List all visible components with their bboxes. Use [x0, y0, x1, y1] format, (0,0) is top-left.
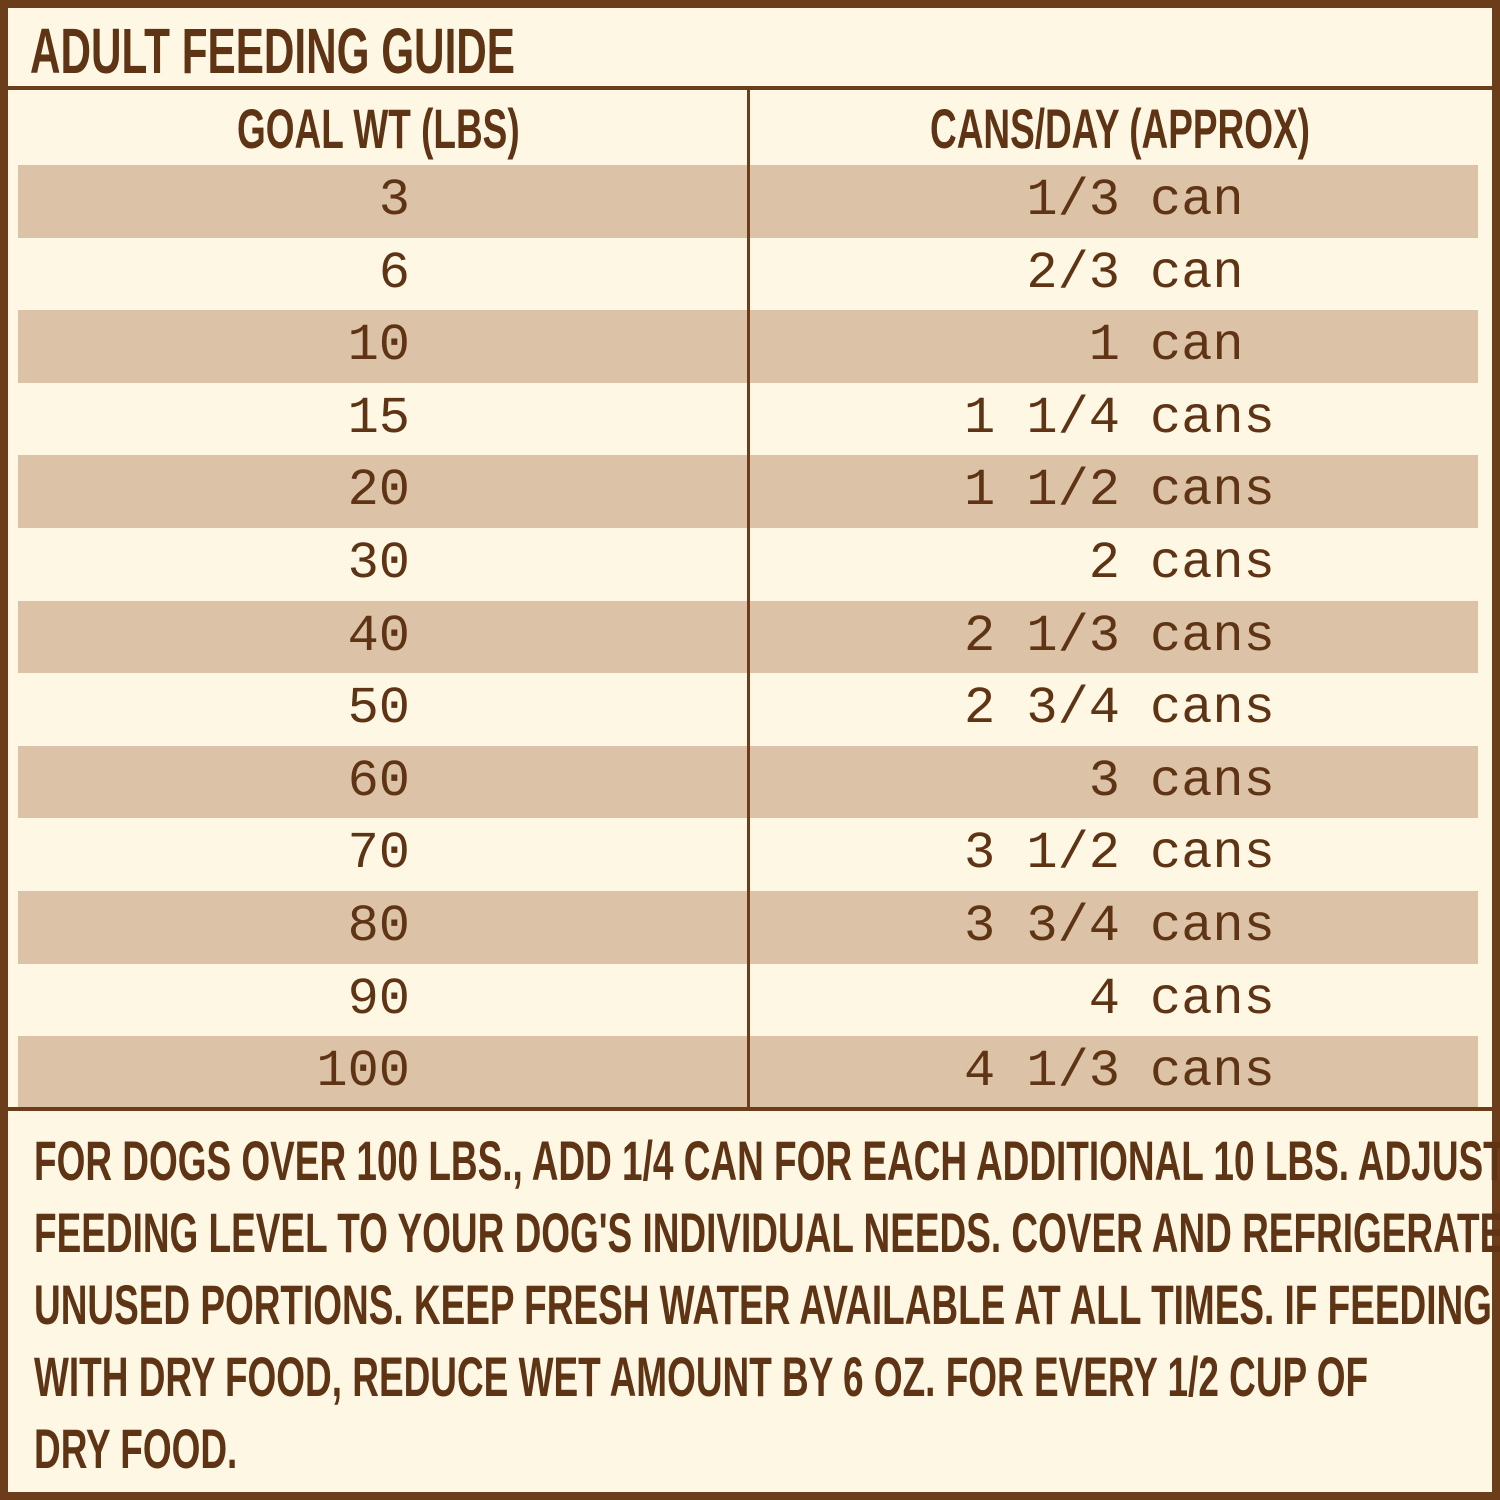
amount: 3 1/2	[963, 824, 1120, 884]
note-line: FEEDING LEVEL TO YOUR DOG'S INDIVIDUAL N…	[34, 1201, 1500, 1264]
weight: 30	[347, 534, 410, 593]
weight: 20	[347, 461, 410, 521]
amount: 1 1/4	[963, 388, 1120, 448]
weight: 10	[347, 316, 410, 376]
title: ADULT FEEDING GUIDE	[30, 15, 515, 87]
weight: 60	[347, 751, 410, 811]
amount: 2	[1088, 534, 1120, 593]
unit: cans	[1150, 388, 1275, 448]
amount: 4	[1088, 969, 1120, 1029]
unit: can	[1150, 171, 1244, 230]
column-header: CANS/DAY (APPROX)	[929, 97, 1310, 160]
unit: cans	[1150, 534, 1275, 593]
weight: 70	[347, 824, 410, 884]
unit: cans	[1150, 606, 1275, 666]
amount: 1	[1088, 316, 1120, 376]
amount: 2 3/4	[963, 679, 1120, 739]
unit: can	[1150, 316, 1244, 376]
amount: 2/3	[1026, 243, 1120, 303]
divider	[8, 1107, 1492, 1111]
amount: 3 3/4	[963, 897, 1120, 956]
unit: cans	[1150, 461, 1275, 521]
unit: cans	[1150, 679, 1275, 739]
column-divider	[747, 90, 750, 1110]
weight: 100	[316, 1042, 410, 1102]
unit: cans	[1150, 897, 1275, 956]
amount: 3	[1088, 751, 1120, 811]
amount: 2 1/3	[963, 606, 1120, 666]
note-line: WITH DRY FOOD, REDUCE WET AMOUNT BY 6 OZ…	[34, 1345, 1369, 1408]
weight: 90	[347, 969, 410, 1029]
column-header: GOAL WT (LBS)	[236, 97, 520, 160]
unit: cans	[1150, 1042, 1275, 1102]
weight: 40	[347, 606, 410, 666]
weight: 15	[347, 388, 410, 448]
unit: cans	[1150, 751, 1275, 811]
weight: 6	[378, 243, 410, 303]
amount: 1/3	[1026, 171, 1120, 230]
divider	[8, 86, 1492, 90]
note-line: UNUSED PORTIONS. KEEP FRESH WATER AVAILA…	[34, 1273, 1492, 1336]
unit: cans	[1150, 824, 1275, 884]
note-line: DRY FOOD.	[34, 1417, 238, 1480]
weight: 50	[347, 679, 410, 739]
weight: 80	[347, 897, 410, 956]
amount: 4 1/3	[963, 1042, 1120, 1102]
unit: cans	[1150, 969, 1275, 1029]
amount: 1 1/2	[963, 461, 1120, 521]
note-line: FOR DOGS OVER 100 LBS., ADD 1/4 CAN FOR …	[34, 1129, 1500, 1192]
weight: 3	[378, 171, 410, 230]
unit: can	[1150, 243, 1244, 303]
